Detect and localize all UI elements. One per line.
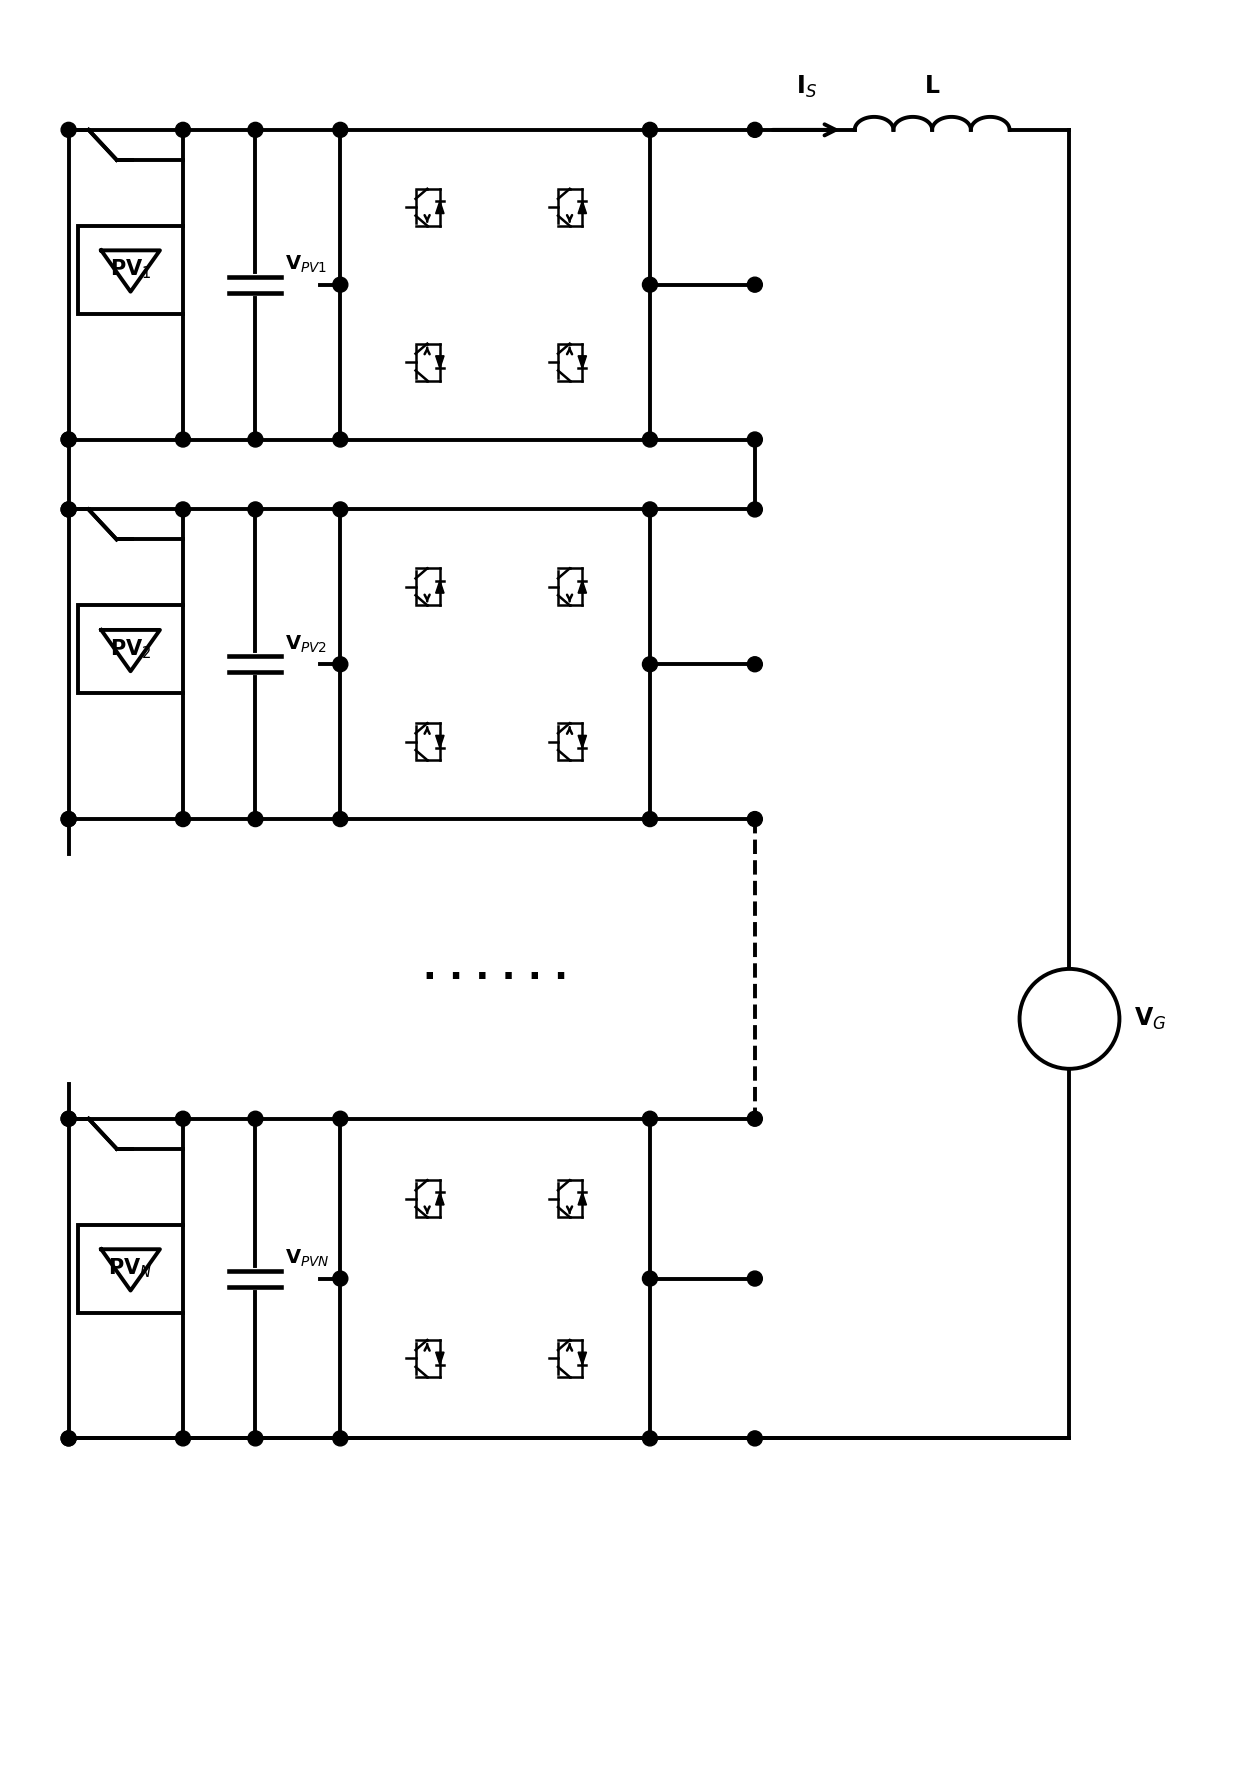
- Circle shape: [333, 656, 348, 672]
- Circle shape: [62, 1112, 77, 1126]
- Circle shape: [333, 502, 348, 518]
- Circle shape: [333, 1430, 348, 1446]
- Circle shape: [643, 502, 658, 518]
- Circle shape: [643, 432, 658, 447]
- Bar: [78, 226, 183, 313]
- Circle shape: [175, 432, 190, 447]
- Circle shape: [248, 432, 263, 447]
- Circle shape: [248, 1430, 263, 1446]
- Text: I$_S$: I$_S$: [796, 73, 817, 100]
- Polygon shape: [578, 1352, 586, 1364]
- Circle shape: [643, 656, 658, 672]
- Polygon shape: [578, 1192, 586, 1204]
- Circle shape: [643, 123, 658, 137]
- Circle shape: [333, 432, 348, 447]
- Circle shape: [748, 1270, 763, 1286]
- Circle shape: [748, 656, 763, 672]
- Circle shape: [748, 123, 763, 137]
- Circle shape: [248, 123, 263, 137]
- Bar: [78, 1224, 183, 1313]
- Circle shape: [748, 1112, 763, 1126]
- Circle shape: [748, 502, 763, 518]
- Circle shape: [248, 502, 263, 518]
- Circle shape: [643, 811, 658, 827]
- Circle shape: [748, 432, 763, 447]
- Circle shape: [643, 278, 658, 292]
- Text: V$_{PV2}$: V$_{PV2}$: [285, 633, 327, 655]
- Circle shape: [643, 1430, 658, 1446]
- Circle shape: [333, 1270, 348, 1286]
- Circle shape: [62, 502, 77, 518]
- Circle shape: [62, 502, 77, 518]
- Text: . . . . . .: . . . . . .: [423, 952, 568, 986]
- Circle shape: [748, 1430, 763, 1446]
- Text: L: L: [924, 75, 939, 98]
- Circle shape: [62, 1112, 77, 1126]
- Text: V$_G$: V$_G$: [1134, 1005, 1167, 1032]
- Text: PV$_1$: PV$_1$: [110, 258, 152, 281]
- Circle shape: [248, 1112, 263, 1126]
- Circle shape: [175, 502, 190, 518]
- Circle shape: [175, 1112, 190, 1126]
- Polygon shape: [436, 201, 444, 213]
- Polygon shape: [436, 1192, 444, 1204]
- Circle shape: [333, 811, 348, 827]
- Circle shape: [748, 811, 763, 827]
- Polygon shape: [578, 580, 586, 592]
- Circle shape: [62, 1430, 77, 1446]
- Circle shape: [175, 811, 190, 827]
- Polygon shape: [578, 201, 586, 213]
- Text: PV$_2$: PV$_2$: [110, 637, 152, 662]
- Polygon shape: [436, 1352, 444, 1364]
- Circle shape: [1019, 970, 1119, 1069]
- Bar: [78, 605, 183, 694]
- Circle shape: [333, 1112, 348, 1126]
- Circle shape: [62, 811, 77, 827]
- Circle shape: [175, 123, 190, 137]
- Text: V$_{PV1}$: V$_{PV1}$: [285, 254, 327, 276]
- Text: PV$_N$: PV$_N$: [109, 1256, 153, 1281]
- Circle shape: [62, 811, 77, 827]
- Circle shape: [62, 432, 77, 447]
- Polygon shape: [436, 580, 444, 592]
- Circle shape: [643, 1112, 658, 1126]
- Circle shape: [62, 123, 77, 137]
- Polygon shape: [578, 356, 586, 368]
- Text: V$_{PVN}$: V$_{PVN}$: [285, 1247, 329, 1268]
- Polygon shape: [436, 356, 444, 368]
- Circle shape: [333, 123, 348, 137]
- Circle shape: [333, 278, 348, 292]
- Circle shape: [62, 432, 77, 447]
- Circle shape: [748, 278, 763, 292]
- Circle shape: [643, 1270, 658, 1286]
- Circle shape: [248, 811, 263, 827]
- Polygon shape: [436, 735, 444, 747]
- Circle shape: [175, 1430, 190, 1446]
- Polygon shape: [578, 735, 586, 747]
- Circle shape: [62, 1430, 77, 1446]
